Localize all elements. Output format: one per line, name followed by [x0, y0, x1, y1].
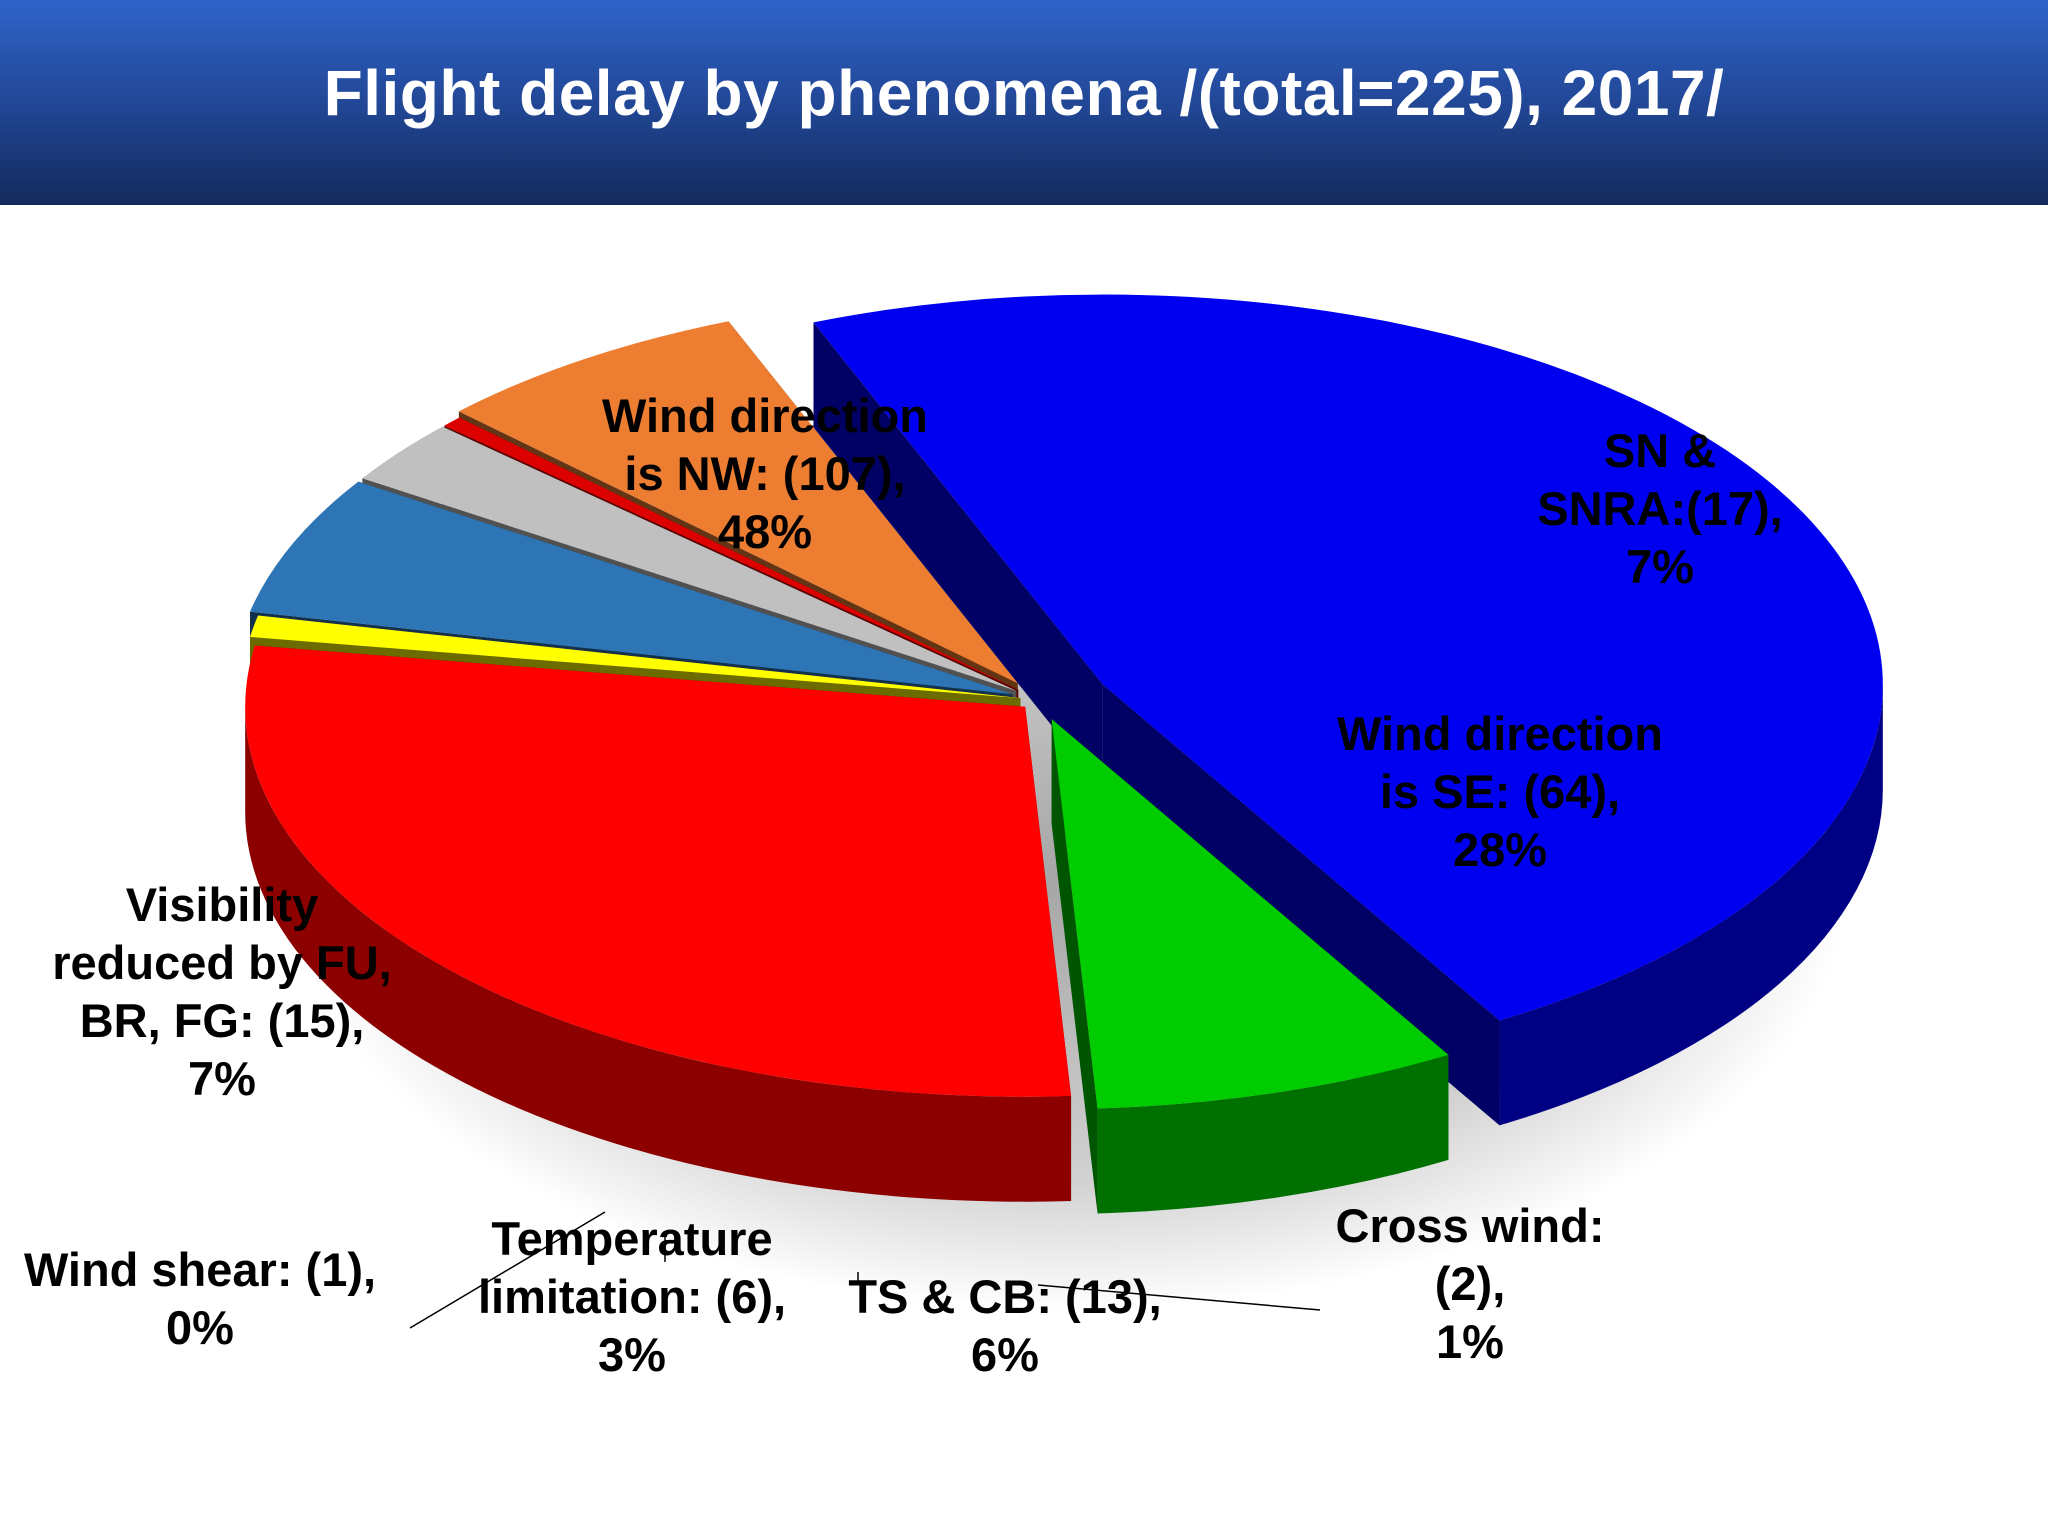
pie-slice-top [813, 294, 1883, 1021]
data-label-line: Cross wind: [1336, 1199, 1605, 1252]
data-label-line: TS & CB: (13), [848, 1270, 1161, 1323]
pie-slice [813, 294, 1883, 1126]
pie-slice-top [444, 417, 1019, 690]
pie-slice-side [245, 706, 1072, 1202]
data-label-line: Visibility [126, 878, 318, 931]
pie-slice-wall [1051, 719, 1098, 1214]
pie-slice-top [250, 481, 1013, 695]
data-label-line: SN & [1604, 424, 1716, 477]
data-label: Wind direction is NW: (107), 48% [602, 389, 928, 558]
pie-slice [245, 645, 1072, 1202]
data-label-line: is NW: (107), [624, 447, 905, 500]
data-label-line: 3% [598, 1328, 666, 1381]
data-label-line: 6% [971, 1328, 1039, 1381]
data-label: SN & SNRA:(17), 7% [1537, 424, 1782, 593]
data-label: TS & CB: (13), 6% [848, 1270, 1161, 1381]
data-label-line: BR, FG: (15), [80, 994, 365, 1047]
slide-header: Flight delay by phenomena /(total=225), … [0, 0, 2048, 205]
data-label: Temperature limitation: (6), 3% [478, 1212, 786, 1381]
pie-slice [1051, 719, 1449, 1214]
data-label-line: Wind direction [1337, 707, 1663, 760]
data-label-line: 1% [1436, 1315, 1504, 1368]
data-label: Wind direction is SE: (64), 28% [1337, 707, 1663, 876]
pie-slice-wall [813, 322, 1103, 790]
pie-slice-top [245, 645, 1072, 1097]
data-label-line: is SE: (64), [1380, 765, 1620, 818]
data-label-line: Wind direction [602, 389, 928, 442]
data-label: Visibility reduced by FU, BR, FG: (15), 7% [52, 878, 392, 1105]
data-label-line: 7% [1626, 540, 1694, 593]
data-label-line: Temperature [491, 1212, 772, 1265]
data-label-line: 7% [188, 1052, 256, 1105]
data-label-line: (2), [1435, 1257, 1506, 1310]
data-label-line: Wind shear: (1), [24, 1243, 376, 1296]
data-label-line: 0% [166, 1301, 234, 1354]
pie-slice-top [362, 426, 1017, 691]
pie-slice-top [458, 321, 1018, 684]
data-label-line: SNRA:(17), [1537, 482, 1782, 535]
data-label-line: 48% [718, 505, 812, 558]
pie-slice-top [250, 615, 1021, 699]
data-label-line: limitation: (6), [478, 1270, 786, 1323]
data-label-line: 28% [1453, 823, 1547, 876]
data-label-line: reduced by FU, [52, 936, 392, 989]
data-label: Cross wind: (2), 1% [1336, 1199, 1605, 1368]
leader-line [1037, 1284, 1321, 1311]
pie-slice-top [1051, 719, 1449, 1109]
pie-slice-side [1499, 684, 1883, 1126]
chart-title: Flight delay by phenomena /(total=225), … [323, 56, 1725, 129]
pie-slice-side [1097, 1054, 1449, 1214]
data-label: Wind shear: (1), 0% [24, 1243, 376, 1354]
leader-line [409, 1211, 606, 1329]
